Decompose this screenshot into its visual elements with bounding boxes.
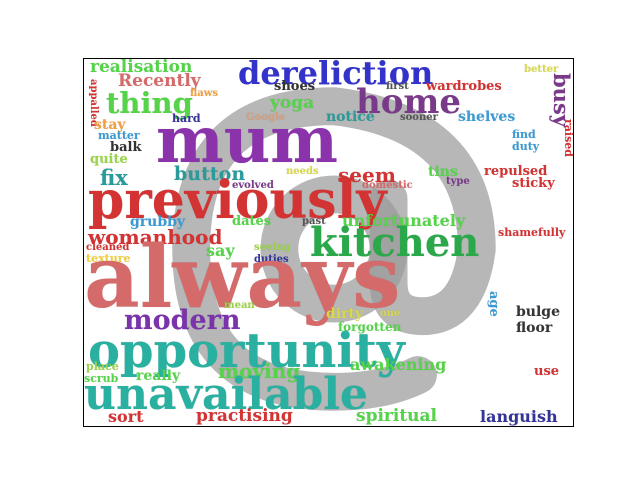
word: shelves [458, 109, 516, 125]
word: mean [224, 300, 255, 311]
word: opportunity [88, 323, 405, 379]
word: type [446, 176, 470, 187]
word: spiritual [356, 406, 438, 426]
word: repulsed [484, 164, 548, 179]
word: hard [172, 112, 201, 125]
word: thing [106, 86, 193, 120]
word: first [386, 81, 409, 92]
word: duties [254, 254, 289, 265]
word: sort [108, 407, 144, 426]
word: age [486, 291, 501, 317]
word: scrub [84, 372, 119, 385]
word: raised [562, 119, 574, 157]
word: shamefully [498, 226, 566, 239]
word: floor [516, 320, 553, 336]
word: one [380, 308, 401, 319]
word: domestic [362, 180, 413, 191]
word: dereliction [238, 58, 434, 92]
word: past [302, 216, 326, 227]
word: balk [110, 140, 142, 155]
word: flaws [190, 88, 218, 99]
word: realisation [90, 58, 193, 77]
word: mum [156, 103, 338, 178]
word: languish [480, 407, 558, 426]
word: wardrobes [426, 79, 502, 94]
word: place [86, 360, 119, 373]
word: moving [218, 359, 301, 383]
word: fix [100, 165, 128, 190]
word: always [84, 227, 401, 328]
word: shoes [274, 79, 316, 94]
word: modern [124, 305, 241, 336]
word: matter [98, 129, 140, 142]
word: stay [94, 117, 126, 133]
word: kitchen [310, 219, 480, 266]
word: dirty [326, 306, 364, 322]
word: find [512, 128, 536, 141]
word: duty [512, 140, 540, 153]
word: sticky [512, 176, 555, 191]
word: texture [86, 252, 131, 265]
word: bulge [516, 304, 560, 320]
word: really [136, 368, 181, 384]
word: sooner [400, 112, 438, 123]
word: needs [286, 166, 319, 177]
word: say [206, 241, 235, 260]
word: home [356, 82, 462, 122]
word: womanhood [88, 225, 223, 249]
word: unfortunately [342, 211, 466, 230]
word: seeing [254, 242, 291, 253]
word: notice [326, 109, 375, 125]
word: better [524, 64, 559, 75]
word: Recently [118, 71, 201, 91]
word: awakening [350, 355, 447, 374]
word: evolved [232, 180, 274, 191]
word: practising [196, 406, 293, 426]
word: use [534, 364, 560, 379]
word: yoga [270, 93, 315, 113]
word: Google [246, 112, 286, 123]
word: seem [338, 163, 396, 187]
word: forgotten [338, 320, 402, 334]
word: unavailable [84, 369, 368, 420]
word-cloud: realisation Recently dereliction better … [83, 58, 574, 427]
word: previously [88, 170, 387, 231]
word: grubby [130, 214, 186, 230]
word: quite [90, 152, 128, 167]
word: button [174, 163, 246, 185]
word: dates [232, 214, 272, 229]
word: cleaned [86, 242, 130, 253]
word: tins [428, 164, 458, 180]
